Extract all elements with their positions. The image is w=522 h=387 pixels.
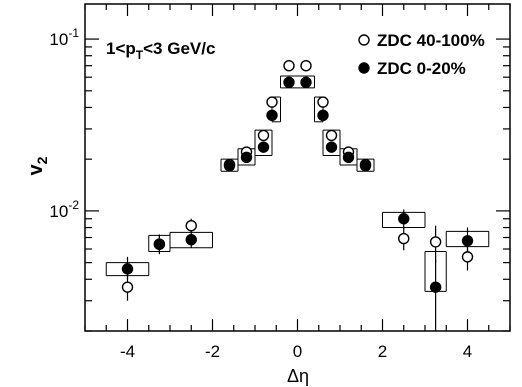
pt-range-annotation: 1<pT<3 GeV/c [106, 39, 215, 62]
data-point-zdc-40-100 [398, 232, 410, 245]
data-point-zdc-0-20 [185, 233, 197, 246]
data-point-zdc-40-100 [283, 59, 295, 72]
y-tick-label: 10-1 [49, 26, 79, 49]
data-point-zdc-0-20 [223, 160, 236, 172]
x-tick-label: -2 [205, 342, 220, 361]
data-point-zdc-40-100 [266, 96, 278, 108]
data-point-zdc-0-20 [153, 238, 166, 250]
legend: ZDC 40-100% ZDC 0-20% [358, 31, 485, 78]
data-point-zdc-0-20 [317, 109, 329, 122]
x-tick-label: 0 [293, 342, 302, 361]
data-point-zdc-40-100 [121, 281, 134, 293]
legend-label-zdc-0-20: ZDC 0-20% [377, 59, 466, 78]
y-axis-title: v2 [25, 156, 50, 175]
data-point-zdc-0-20 [342, 151, 355, 164]
data-point-zdc-0-20 [359, 160, 372, 172]
systematic-bands [105, 75, 490, 292]
data-point-zdc-0-20 [121, 263, 134, 275]
y-tick-label: 10-2 [49, 198, 79, 221]
data-point-zdc-40-100 [317, 96, 329, 108]
data-point-zdc-0-20 [429, 281, 442, 293]
data-point-zdc-0-20 [240, 151, 253, 164]
error-bars [126, 64, 469, 331]
data-points [121, 59, 474, 293]
data-point-zdc-0-20 [266, 109, 278, 122]
data-point-zdc-0-20 [300, 76, 312, 89]
y-axis-ticks: 10-2 10-1 [49, 26, 510, 332]
x-tick-label: 2 [378, 342, 387, 361]
data-point-zdc-0-20 [325, 141, 338, 153]
data-point-zdc-40-100 [429, 236, 442, 248]
x-axis-title: Δη [287, 366, 309, 386]
data-point-zdc-40-100 [325, 129, 338, 142]
data-point-zdc-40-100 [461, 251, 474, 263]
x-axis-ticks: -4 -2 0 2 4 [84, 4, 511, 361]
data-point-zdc-0-20 [283, 76, 295, 89]
legend-label-zdc-40-100: ZDC 40-100% [377, 31, 485, 50]
data-point-zdc-40-100 [300, 59, 312, 72]
data-point-zdc-40-100 [185, 220, 197, 232]
legend-marker-open-circle [358, 34, 370, 46]
x-tick-label: 4 [463, 342, 472, 361]
data-point-zdc-0-20 [257, 141, 270, 153]
legend-marker-filled-circle [358, 62, 370, 74]
x-tick-label: -4 [120, 342, 135, 361]
data-point-zdc-0-20 [461, 235, 474, 247]
data-point-zdc-0-20 [398, 213, 410, 225]
data-point-zdc-40-100 [257, 129, 270, 142]
